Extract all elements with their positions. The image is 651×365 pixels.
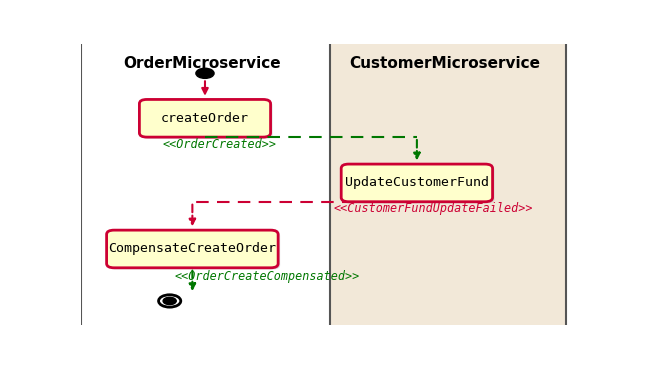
Bar (81, 44, 329, 325)
FancyBboxPatch shape (341, 164, 493, 202)
FancyBboxPatch shape (109, 232, 280, 269)
Circle shape (163, 297, 176, 305)
Text: <<OrderCreated>>: <<OrderCreated>> (162, 138, 276, 151)
Text: CustomerMicroservice: CustomerMicroservice (349, 56, 540, 71)
Text: CompensateCreateOrder: CompensateCreateOrder (108, 242, 277, 255)
FancyBboxPatch shape (141, 101, 273, 139)
FancyBboxPatch shape (343, 166, 495, 203)
FancyBboxPatch shape (139, 99, 271, 137)
Bar (329, 44, 566, 325)
FancyBboxPatch shape (107, 230, 278, 268)
Text: <<CustomerFundUpdateFailed>>: <<CustomerFundUpdateFailed>> (333, 202, 533, 215)
Text: UpdateCustomerFund: UpdateCustomerFund (345, 176, 489, 189)
Text: <<OrderCreateCompensated>>: <<OrderCreateCompensated>> (174, 270, 360, 283)
Text: createOrder: createOrder (161, 112, 249, 125)
Circle shape (196, 68, 214, 78)
Text: OrderMicroservice: OrderMicroservice (124, 56, 281, 71)
